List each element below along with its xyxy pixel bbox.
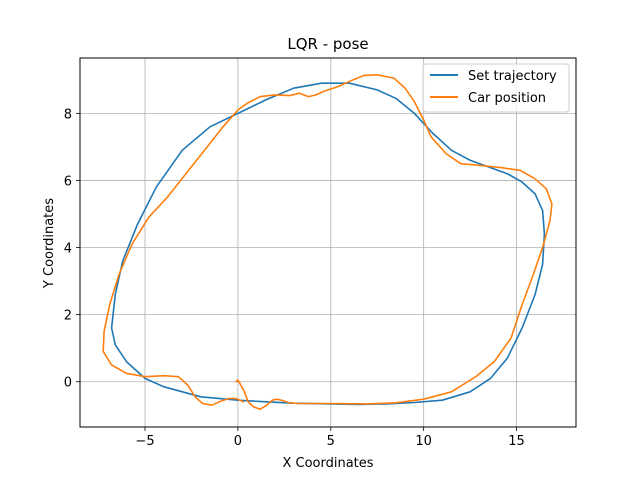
series-layer [102,74,553,410]
y-axis-label: Y Coordinates [42,198,57,289]
ticks: −5 0 5 10 15 0 2 4 6 8 [64,107,525,449]
y-tick-label: 2 [64,309,72,324]
plot-frame [79,57,577,428]
x-tick-label: 5 [327,434,335,449]
y-tick-label: 4 [64,242,72,257]
x-tick-label: 0 [234,434,242,449]
legend: Set trajectory Car position [422,63,570,113]
y-tick-label: 0 [64,376,72,391]
legend-label-car-position: Car position [468,91,546,106]
y-tick-label: 6 [64,174,72,189]
series-line-set-trajectory [110,82,546,406]
x-tick-label: 15 [508,434,525,449]
x-axis-label: X Coordinates [282,456,373,471]
legend-box [422,63,570,113]
chart-title: LQR - pose [287,35,368,53]
grid [80,58,576,427]
y-tick-label: 8 [64,107,72,122]
x-tick-label: −5 [135,434,154,449]
series-line-car-position [102,74,553,410]
legend-label-set-trajectory: Set trajectory [468,69,557,84]
x-tick-label: 10 [415,434,432,449]
